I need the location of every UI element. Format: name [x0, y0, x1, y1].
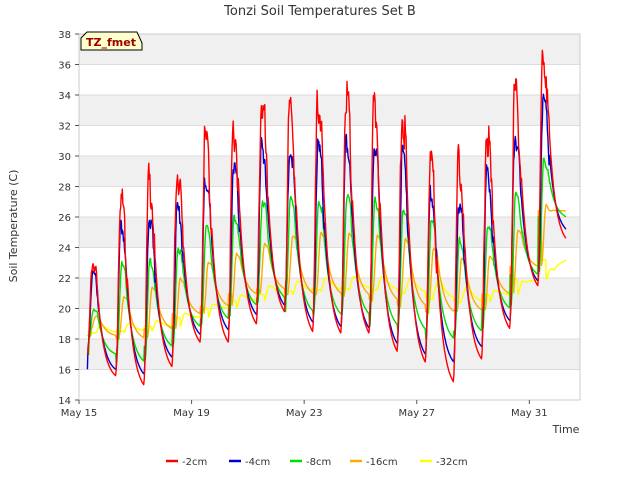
x-tick-label: May 15: [61, 408, 98, 419]
y-tick-label: 22: [58, 274, 71, 285]
legend: -2cm -4cm -8cm -16cm -32cm: [166, 457, 468, 468]
legend-item: -2cm: [166, 457, 207, 468]
y-tick-label: 18: [58, 335, 71, 346]
x-tick-label: May 23: [286, 408, 323, 419]
site-label: TZ_fmet: [86, 36, 136, 49]
grid-band: [79, 95, 580, 126]
y-tick-label: 16: [58, 366, 71, 377]
y-tick-label: 38: [58, 30, 71, 41]
chart-title: Tonzi Soil Temperatures Set B: [223, 4, 416, 19]
y-tick-label: 34: [58, 91, 71, 102]
legend-item: -8cm: [290, 457, 331, 468]
x-tick-label: May 27: [398, 408, 435, 419]
legend-label: -16cm: [366, 457, 398, 468]
legend-label: -4cm: [245, 457, 270, 468]
y-tick-label: 30: [58, 152, 71, 163]
x-tick-label: May 31: [511, 408, 548, 419]
grid-band: [79, 156, 580, 187]
legend-label: -32cm: [436, 457, 468, 468]
y-tick-label: 32: [58, 122, 71, 133]
legend-label: -8cm: [306, 457, 331, 468]
y-tick-label: 26: [58, 213, 71, 224]
grid-band: [79, 339, 580, 370]
y-tick-label: 36: [58, 61, 71, 72]
y-tick-label: 14: [58, 396, 71, 407]
y-tick-label: 20: [58, 305, 71, 316]
y-axis: 14 16 18 20 22 24 26 28 30 32 34 36 38: [58, 30, 79, 407]
legend-item: -32cm: [420, 457, 468, 468]
series-layer: [86, 49, 567, 386]
x-axis-label: Time: [552, 423, 580, 436]
site-label-tag: TZ_fmet: [80, 31, 143, 51]
y-tick-label: 28: [58, 183, 71, 194]
series-line-minus-8cm: [87, 157, 567, 363]
y-tick-label: 24: [58, 244, 71, 255]
grid-band: [79, 34, 580, 65]
legend-item: -4cm: [229, 457, 270, 468]
grid-band: [79, 217, 580, 248]
legend-item: -16cm: [350, 457, 398, 468]
x-tick-label: May 19: [173, 408, 210, 419]
legend-label: -2cm: [182, 457, 207, 468]
y-axis-label: Soil Temperature (C): [7, 170, 20, 283]
x-axis: May 15 May 19 May 23 May 27 May 31: [61, 400, 548, 419]
series-line-minus-2cm: [86, 49, 567, 386]
